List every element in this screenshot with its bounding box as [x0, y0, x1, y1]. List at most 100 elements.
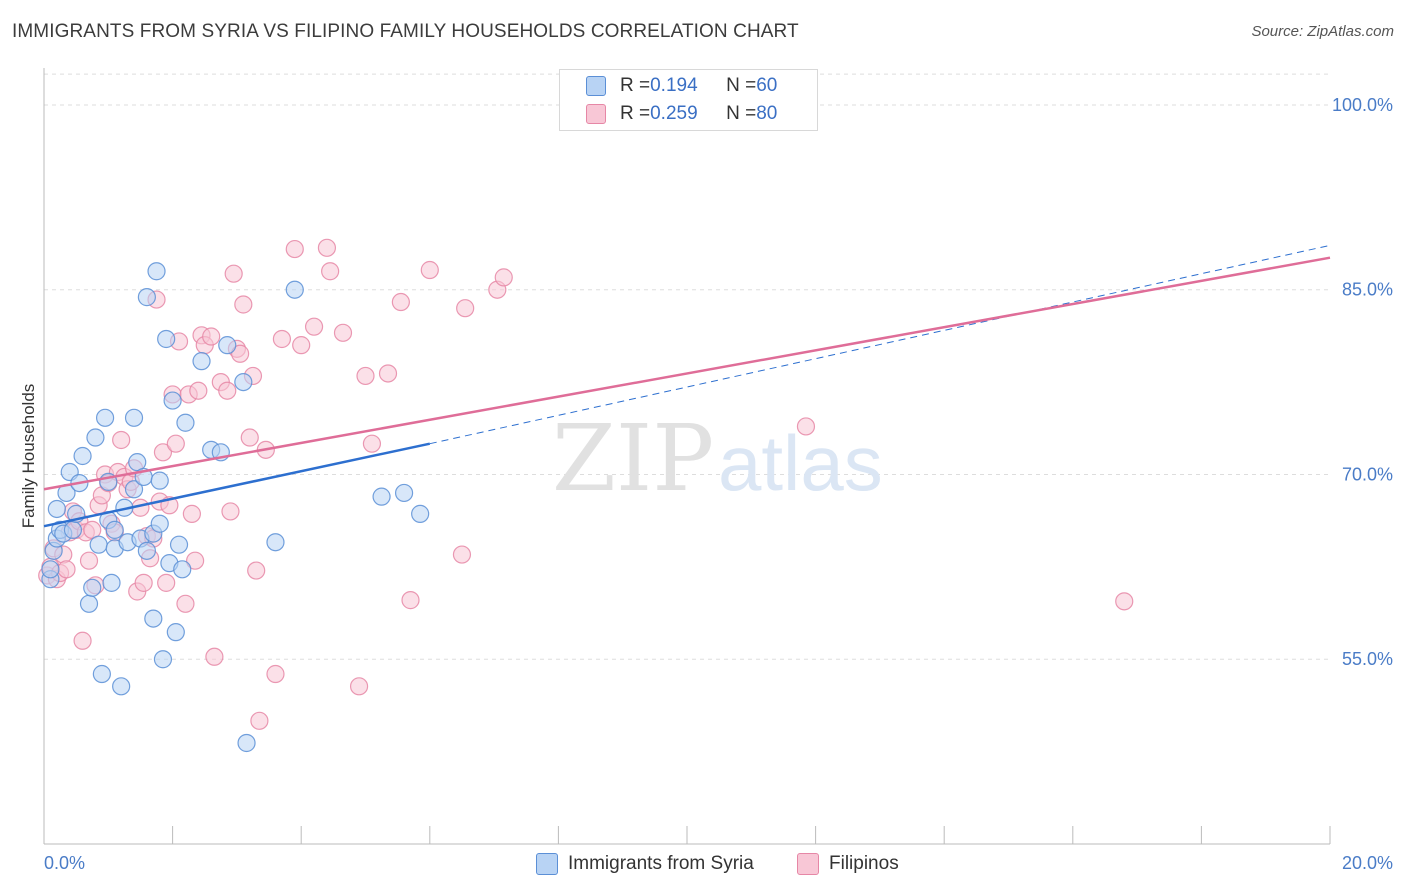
trend-lines	[43, 244, 1331, 528]
syria-point	[157, 329, 176, 349]
syria-points	[41, 262, 430, 753]
syria-point	[173, 560, 192, 579]
legend-r-label: R =	[620, 103, 651, 124]
filipinos-point	[186, 551, 205, 570]
syria-point	[192, 352, 211, 371]
filipinos-point	[247, 561, 266, 580]
filipinos-point	[79, 551, 99, 570]
syria-point	[112, 677, 131, 696]
syria-point	[266, 533, 285, 552]
watermark: ZIP atlas	[552, 405, 883, 512]
filipinos-point	[321, 262, 340, 281]
filipinos-point	[112, 430, 131, 450]
filipinos-point	[356, 366, 375, 386]
filipinos-point	[420, 260, 439, 280]
chart-title: IMMIGRANTS FROM SYRIA VS FILIPINO FAMILY…	[12, 21, 799, 42]
legend-r-label: R =	[620, 75, 651, 96]
filipinos-point	[176, 594, 195, 613]
filipinos-point	[224, 264, 243, 283]
syria-point	[86, 428, 105, 447]
syria-point	[137, 541, 156, 560]
filipinos-point	[452, 545, 472, 564]
syria-point	[153, 650, 173, 669]
syria-point	[124, 480, 144, 499]
filipinos-point	[218, 381, 237, 400]
legend-n-label: N =	[726, 75, 757, 96]
syria-point	[218, 336, 237, 355]
legend-swatch-pink	[586, 104, 606, 124]
syria-point	[166, 623, 185, 642]
syria-point	[89, 535, 108, 554]
filipinos-point	[157, 573, 176, 592]
syria-point	[73, 446, 92, 466]
filipinos-point	[494, 268, 513, 287]
watermark-atlas: atlas	[718, 419, 883, 507]
syria-point	[63, 520, 83, 540]
syria-point	[150, 471, 169, 490]
filipinos-point	[401, 591, 420, 610]
legend-r-value: 0.259	[650, 103, 698, 124]
syria-point	[124, 408, 144, 427]
filipinos-point	[182, 504, 201, 523]
syria-point	[394, 483, 414, 503]
syria-point	[163, 391, 182, 410]
syria-point	[234, 372, 253, 392]
syria-point	[150, 514, 169, 533]
filipinos-trend-line	[43, 256, 1331, 491]
syria-trend-line	[43, 442, 431, 528]
bottom-legend-filipinos: Filipinos	[797, 852, 899, 876]
filipinos-point	[456, 299, 475, 318]
y-tick-label: 70.0%	[1342, 464, 1393, 484]
filipinos-point	[272, 329, 292, 349]
filipinos-point	[796, 417, 816, 436]
y-tick-label: 85.0%	[1342, 280, 1393, 300]
bottom-legend-label-filipinos: Filipinos	[829, 853, 899, 874]
legend-swatch-blue	[586, 76, 606, 96]
syria-point	[176, 413, 195, 432]
filipinos-point	[153, 443, 173, 462]
source-label: Source: ZipAtlas.com	[1251, 23, 1394, 40]
legend-row-syria: R = 0.194 N = 60	[586, 73, 777, 99]
bottom-legend-syria: Immigrants from Syria	[536, 852, 754, 876]
bottom-legend-label-syria: Immigrants from Syria	[568, 853, 754, 874]
syria-point	[83, 578, 102, 597]
x-tick-labels: 0.0% 20.0%	[44, 853, 1393, 873]
legend-n-label: N =	[726, 103, 757, 124]
filipinos-point	[1115, 592, 1134, 611]
watermark-zip: ZIP	[552, 405, 714, 512]
filipinos-point	[57, 560, 76, 579]
filipinos-point	[333, 323, 353, 342]
syria-point	[372, 487, 391, 506]
filipinos-point	[391, 292, 410, 312]
syria-point	[41, 560, 60, 579]
filipinos-point	[317, 238, 337, 257]
syria-point	[144, 609, 163, 628]
y-tick-label: 100.0%	[1332, 95, 1393, 115]
filipinos-point	[362, 434, 382, 453]
syria-point	[169, 535, 189, 554]
grid-lines	[44, 73, 1330, 660]
filipinos-point	[202, 327, 221, 346]
y-tick-labels: 55.0% 70.0% 85.0% 100.0%	[1332, 95, 1393, 669]
filipinos-point	[205, 647, 224, 666]
syria-point	[105, 520, 124, 540]
syria-point	[95, 408, 115, 427]
syria-point	[92, 664, 111, 684]
syria-point	[147, 262, 166, 281]
legend-row-filipinos: R = 0.259 N = 80	[586, 101, 777, 127]
stats-legend: R = 0.194 N = 60 R = 0.259 N = 80	[559, 69, 818, 131]
syria-point	[102, 573, 121, 592]
filipinos-point	[234, 295, 253, 314]
filipinos-point	[292, 336, 311, 355]
syria-point	[137, 288, 156, 307]
legend-n-value: 80	[756, 103, 778, 124]
y-axis-label: Family Households	[19, 384, 38, 529]
filipinos-point	[134, 573, 153, 592]
bottom-legend-swatch-blue	[536, 853, 558, 875]
filipinos-point	[304, 317, 324, 336]
filipinos-point	[266, 664, 285, 684]
legend-r-value: 0.194	[650, 75, 698, 96]
legend-n-value: 60	[756, 75, 778, 96]
syria-point	[285, 280, 304, 299]
